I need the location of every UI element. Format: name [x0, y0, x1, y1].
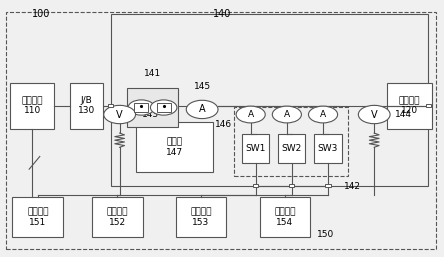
Text: A: A	[199, 104, 206, 114]
Bar	[388, 83, 432, 128]
Bar	[127, 88, 178, 127]
Circle shape	[128, 100, 155, 115]
Text: A: A	[248, 110, 254, 119]
Circle shape	[186, 100, 218, 118]
Text: 150: 150	[317, 230, 334, 238]
Text: 143: 143	[142, 110, 159, 119]
Bar	[176, 197, 226, 236]
Bar	[70, 83, 103, 128]
Circle shape	[104, 105, 135, 124]
Text: 140: 140	[213, 9, 231, 19]
Bar	[253, 184, 258, 187]
Bar	[289, 184, 294, 187]
Bar	[259, 197, 310, 236]
Text: 100: 100	[32, 9, 50, 19]
Bar	[314, 134, 341, 163]
Bar	[111, 14, 428, 186]
Bar	[278, 134, 305, 163]
Text: 141: 141	[144, 69, 161, 78]
Bar	[92, 197, 143, 236]
Text: V: V	[371, 109, 377, 120]
Text: 处理器
147: 处理器 147	[166, 137, 183, 157]
Text: 142: 142	[344, 182, 361, 191]
Text: 146: 146	[215, 120, 232, 128]
Bar	[134, 104, 148, 112]
Text: 第一负载
151: 第一负载 151	[27, 207, 48, 226]
Circle shape	[151, 100, 177, 115]
Bar	[10, 83, 54, 128]
Text: SW1: SW1	[246, 144, 266, 153]
Text: V: V	[116, 109, 123, 120]
Text: SW3: SW3	[318, 144, 338, 153]
Bar	[234, 107, 348, 176]
Text: 第四负载
154: 第四负载 154	[274, 207, 296, 226]
Text: 第二电源
120: 第二电源 120	[399, 96, 420, 115]
Circle shape	[358, 105, 390, 124]
Text: 第二负载
152: 第二负载 152	[107, 207, 128, 226]
Bar	[325, 184, 330, 187]
Circle shape	[236, 106, 265, 123]
Bar	[136, 122, 213, 172]
Text: 第三负载
153: 第三负载 153	[190, 207, 212, 226]
Text: A: A	[284, 110, 290, 119]
Bar	[108, 104, 114, 107]
Circle shape	[309, 106, 337, 123]
Text: 第一电源
110: 第一电源 110	[21, 96, 43, 115]
Text: A: A	[320, 110, 326, 119]
Bar	[157, 104, 171, 112]
Text: 144: 144	[396, 110, 412, 119]
Circle shape	[272, 106, 301, 123]
Bar	[12, 197, 63, 236]
Bar	[426, 104, 431, 107]
Bar	[242, 134, 269, 163]
Text: SW2: SW2	[281, 144, 302, 153]
Text: J/B
130: J/B 130	[78, 96, 95, 115]
Text: 145: 145	[194, 82, 211, 91]
